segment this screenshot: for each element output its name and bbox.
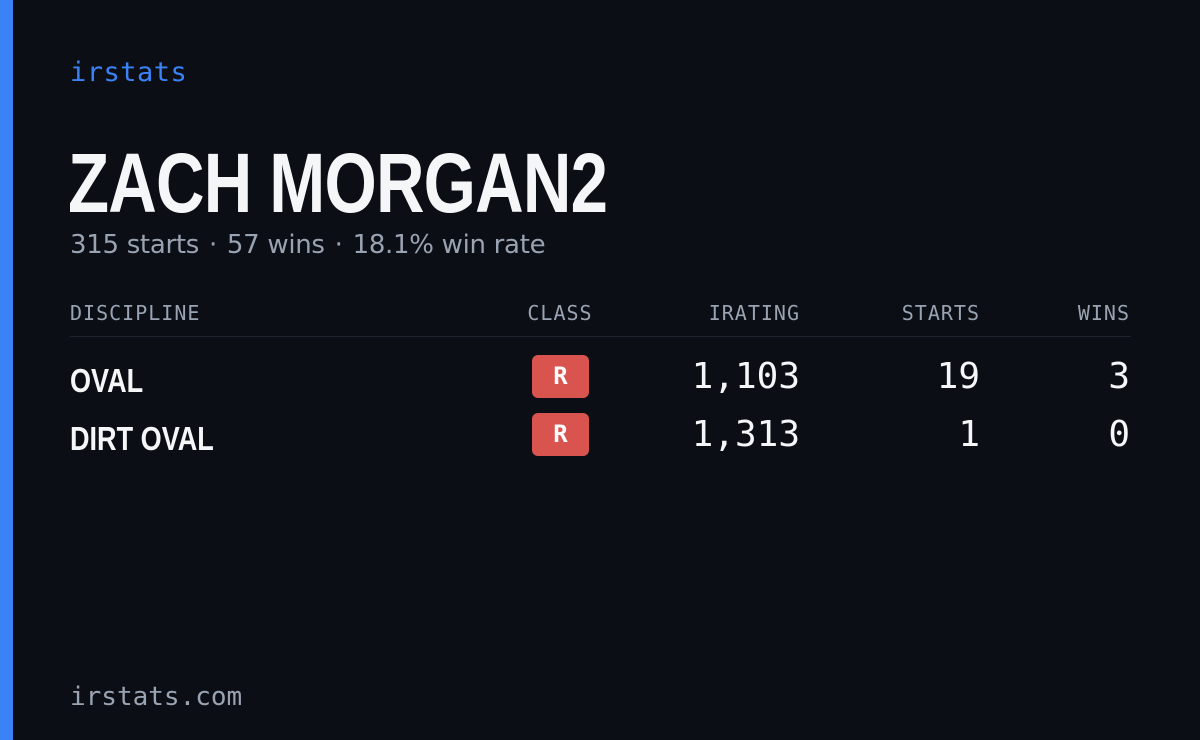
footer-site-url[interactable]: irstats.com [70, 682, 243, 712]
class-badge: R [532, 413, 589, 456]
header-discipline: DISCIPLINE [70, 301, 201, 325]
starts-summary: 315 starts [70, 230, 199, 260]
table-row: OVAL R 1,103 19 3 [70, 353, 1131, 411]
wins-value: 0 [1108, 414, 1130, 455]
driver-summary: 315 starts · 57 wins · 18.1% win rate [70, 228, 546, 262]
table-row: DIRT OVAL R 1,313 1 0 [70, 411, 1131, 469]
separator: · [208, 230, 217, 260]
header-wins: WINS [1077, 301, 1130, 325]
discipline-name: DIRT OVAL [70, 420, 214, 457]
discipline-name: OVAL [70, 362, 144, 399]
wins-summary: 57 wins [226, 230, 325, 260]
win-rate-summary: 18.1% win rate [352, 230, 546, 260]
table-body: OVAL R 1,103 19 3 DIRT OVAL R 1,313 1 0 [70, 337, 1131, 469]
driver-name: ZACH MORGAN2 [68, 136, 608, 230]
brand-logo-text[interactable]: irstats [70, 57, 188, 88]
wins-value: 3 [1108, 356, 1130, 397]
accent-bar [0, 0, 13, 740]
header-class: CLASS [527, 301, 593, 325]
irating-value: 1,313 [691, 414, 800, 455]
header-irating: IRATING [708, 301, 800, 325]
table-header: DISCIPLINE CLASS IRATING STARTS WINS [70, 296, 1131, 337]
header-starts: STARTS [901, 301, 980, 325]
starts-value: 1 [958, 414, 980, 455]
starts-value: 19 [936, 356, 980, 397]
license-table: DISCIPLINE CLASS IRATING STARTS WINS OVA… [70, 296, 1131, 469]
irating-value: 1,103 [691, 356, 800, 397]
separator: · [334, 230, 343, 260]
class-badge: R [532, 355, 589, 398]
